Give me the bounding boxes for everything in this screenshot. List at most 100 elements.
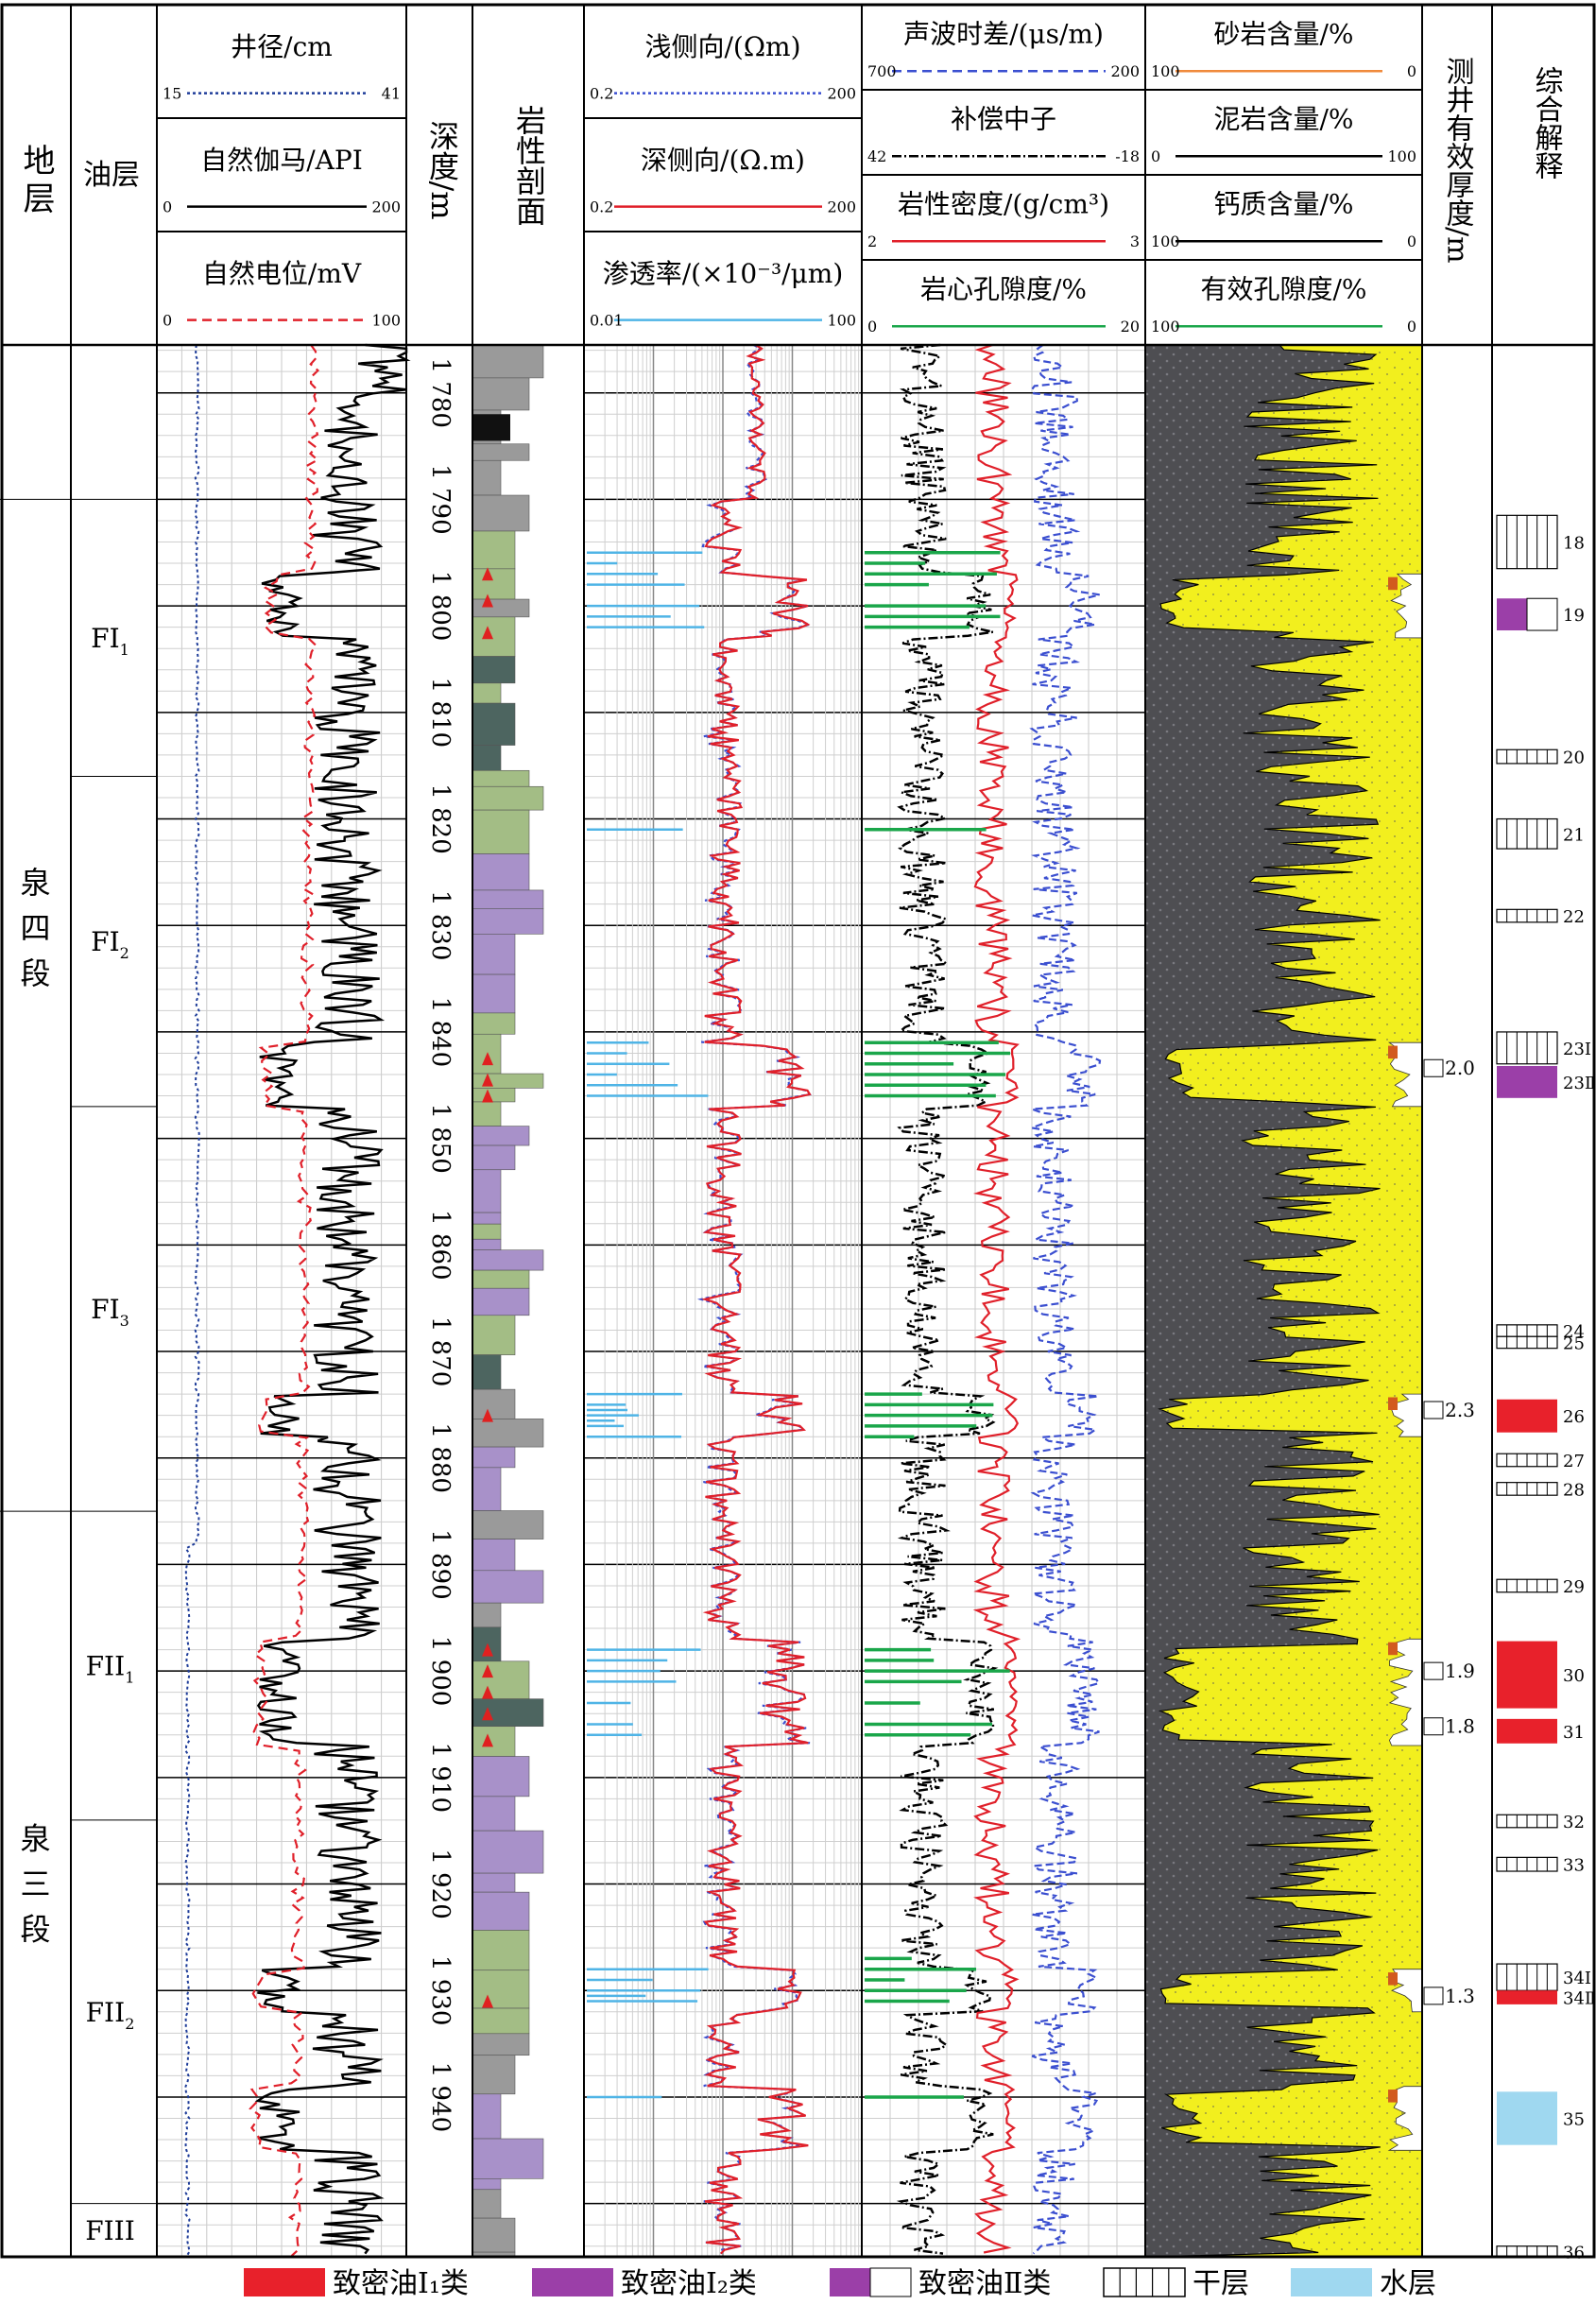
- thickness-box: [1423, 1661, 1444, 1680]
- oil-marker-icon: [482, 593, 493, 608]
- lithology-bed: [472, 1570, 544, 1604]
- deep-laterolog-curve: [701, 344, 812, 2255]
- interpretation-layer-number: 20: [1563, 748, 1585, 768]
- lithology-bed: [472, 1726, 516, 1757]
- legend-label: 致密油Ⅱ类: [918, 2267, 1051, 2300]
- interpretation-layer-number: 32: [1563, 1813, 1585, 1832]
- lithology-bed: [472, 656, 516, 684]
- oil-layer-label: FI2: [91, 926, 129, 962]
- lithology-bed: [472, 1830, 544, 1874]
- interpretation-layer-number: 29: [1563, 1577, 1585, 1597]
- curve-scale-max: 100: [1387, 147, 1416, 165]
- oil-marker-icon: [482, 1707, 493, 1721]
- lithology-bed: [472, 1354, 502, 1390]
- calcareous-fill: [1388, 1972, 1398, 1986]
- curve-scale-min: 100: [1151, 318, 1180, 335]
- lithology-bed: [472, 2007, 530, 2035]
- curve-scale-max: 0: [1407, 318, 1416, 335]
- lithology-bed: [472, 682, 502, 704]
- curve-scale-min: 0.01: [590, 312, 624, 330]
- effective-thickness-header: 测井有效厚度/m: [1441, 57, 1474, 264]
- depth-tick-label: 1 830: [426, 890, 455, 960]
- thickness-box: [1423, 1401, 1444, 1419]
- interpretation-bed: [1497, 598, 1527, 631]
- oil-layer-label: FIII: [85, 2215, 135, 2246]
- calcareous-fill: [1388, 1397, 1398, 1411]
- lithology-header: 岩性剖面: [511, 105, 547, 226]
- curve-header-label: 自然电位/mV: [202, 258, 362, 289]
- curve-scale-max: 200: [371, 198, 401, 216]
- oil-marker-icon: [482, 626, 493, 640]
- oil-marker-icon: [482, 1052, 493, 1066]
- lithology-bed: [472, 1796, 516, 1832]
- depth-tick-label: 1 790: [426, 464, 455, 534]
- lithology-bed: [472, 745, 502, 771]
- lithology-bed: [472, 1169, 502, 1213]
- oil-layer-label: FI1: [91, 623, 129, 659]
- interpretation-layer-number: 34Ⅰ: [1563, 1969, 1591, 1988]
- lithology-column: [472, 344, 544, 2258]
- lithology-bed: [472, 1269, 530, 1289]
- oil-layer-header: 油层: [83, 159, 140, 192]
- effective-porosity-fill: [1390, 573, 1423, 639]
- curve-scale-min: 100: [1151, 62, 1180, 80]
- oil-marker-icon: [482, 1643, 493, 1657]
- legend-label: 致密油Ⅰ₂类: [621, 2267, 757, 2300]
- interpretation-layer-number: 35: [1563, 2109, 1585, 2129]
- lithology-bed: [472, 1388, 516, 1419]
- lithology-bed: [472, 1088, 516, 1103]
- depth-tick-label: 1 850: [426, 1103, 455, 1173]
- lithology-bed: [472, 1287, 530, 1316]
- thickness-value: 1.9: [1445, 1660, 1475, 1682]
- lithology-bed: [472, 1315, 516, 1355]
- interpretation-layer-number: 24: [1563, 1322, 1585, 1342]
- lithology-bed: [472, 1891, 530, 1931]
- interpretation-header: 综合解释: [1530, 66, 1564, 180]
- depth-tick-label: 1 840: [426, 997, 455, 1067]
- lithology-bed: [472, 889, 544, 909]
- legend-swatch: [244, 2268, 325, 2296]
- formation-label: 四: [20, 910, 50, 946]
- interpretation-bed: [1497, 1641, 1557, 1709]
- neutron-curve: [896, 343, 999, 2255]
- formation-label: 泉: [20, 865, 50, 901]
- lithology-bed: [472, 1602, 502, 1628]
- curve-header-label: 泥岩含量/%: [1213, 104, 1353, 135]
- legend-label: 致密油Ⅰ₁类: [333, 2267, 469, 2300]
- calcareous-fill: [1388, 1642, 1398, 1656]
- curve-scale-max: 100: [827, 312, 856, 330]
- lithology-bed: [472, 2189, 502, 2219]
- lithology-bed: [472, 568, 516, 600]
- interpretation-bed: [1497, 2091, 1557, 2145]
- curve-scale-min: 15: [163, 85, 181, 103]
- legend-swatch: [1291, 2268, 1372, 2296]
- lithology-bed: [472, 853, 530, 891]
- lithology-bed: [472, 1510, 544, 1540]
- interpretation-layer-number: 34Ⅱ: [1563, 1989, 1596, 2009]
- curve-scale-max: 20: [1121, 318, 1140, 335]
- sp-curve: [249, 344, 320, 2257]
- interpretation-bed: [1497, 1399, 1557, 1433]
- interpretation-bed: [1497, 1065, 1557, 1098]
- curve-scale-min: 42: [867, 147, 886, 165]
- lithology-bed: [472, 1660, 530, 1699]
- legend-swatch: [1103, 2267, 1186, 2297]
- oil-marker-icon: [482, 1408, 493, 1422]
- lithology-bed: [472, 1698, 544, 1728]
- interpretation-layer-number: 33: [1563, 1856, 1585, 1876]
- curve-header-label: 有效孔隙度/%: [1200, 274, 1366, 305]
- lithology-bed: [472, 1930, 530, 1971]
- oil-marker-icon: [482, 1089, 493, 1103]
- lithology-bed: [472, 443, 530, 461]
- curve-scale-min: 700: [867, 62, 897, 80]
- curve-header-label: 井径/cm: [231, 31, 333, 62]
- lithology-bed: [472, 2138, 544, 2179]
- depth-tick-label: 1 780: [426, 357, 455, 427]
- lithology-bed: [472, 1539, 516, 1572]
- lithology-bed: [472, 1756, 530, 1798]
- interpretation-track: 181920212223Ⅰ23Ⅱ2425262728293031323334Ⅰ3…: [1496, 514, 1596, 2262]
- thickness-track: 2.0 2.3 1.9 1.8 1.3: [1423, 1057, 1475, 2007]
- grid-lines: [157, 345, 1145, 2257]
- formation-label: 三: [20, 1866, 50, 1902]
